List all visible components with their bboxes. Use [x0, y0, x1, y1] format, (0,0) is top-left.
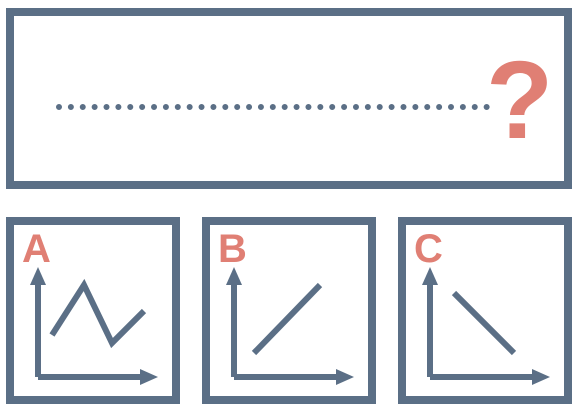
option-a-card[interactable]: A	[6, 217, 180, 404]
x-axis-arrow	[140, 369, 158, 385]
question-mark: ?	[486, 39, 554, 162]
option-b-letter: B	[218, 227, 247, 271]
y-axis-arrow	[30, 267, 46, 285]
option-c-letter: C	[414, 227, 443, 271]
dotted-line	[56, 104, 490, 110]
upward-line-chart-icon	[226, 267, 354, 385]
x-axis-arrow	[336, 369, 354, 385]
graph-line	[49, 278, 147, 349]
option-c-card[interactable]: C	[398, 217, 572, 404]
y-axis-arrow	[226, 267, 242, 285]
y-axis-arrow	[422, 267, 438, 285]
zigzag-line-chart-icon	[30, 267, 158, 385]
downward-line-chart-icon	[422, 267, 550, 385]
option-b-card[interactable]: B	[202, 217, 376, 404]
option-a-letter: A	[22, 227, 51, 271]
graph-line	[451, 290, 517, 356]
x-axis-arrow	[532, 369, 550, 385]
graph-line	[251, 282, 323, 356]
question-panel: ?	[6, 8, 572, 189]
